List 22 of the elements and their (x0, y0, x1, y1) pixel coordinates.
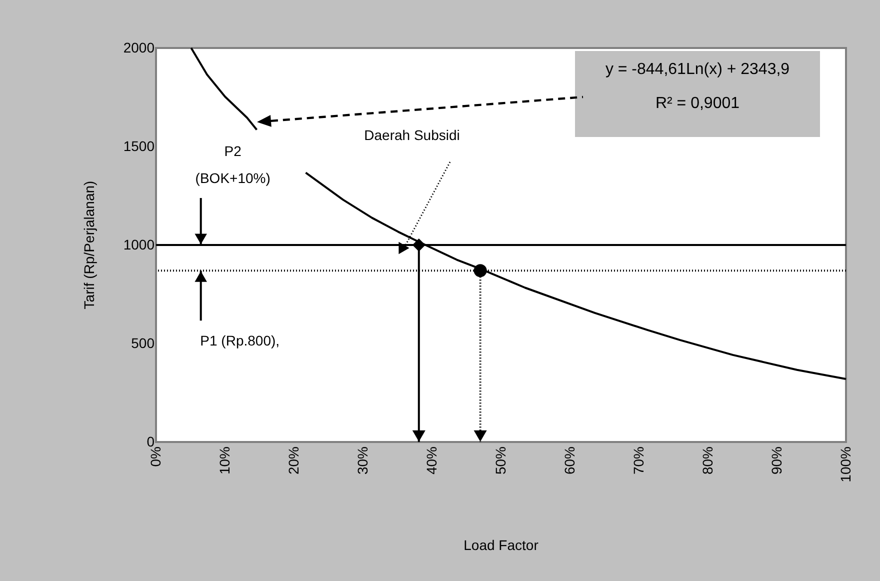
x-tick-label: 100% (838, 446, 854, 482)
annotation: P2 (BOK+10%) (195, 143, 270, 186)
x-axis-title: Load Factor (464, 537, 539, 553)
y-tick-label: 0 (146, 434, 155, 450)
y-tick-label: 2000 (123, 40, 155, 56)
x-tick-label: 80% (700, 446, 716, 475)
x-tick-label: 90% (768, 446, 784, 475)
x-tick-label: 0% (148, 446, 164, 467)
annotation: Daerah Subsidi (364, 127, 460, 143)
annotation: P1 (Rp.800), (200, 332, 280, 349)
y-tick-label: 500 (131, 335, 155, 351)
x-tick-label: 30% (354, 446, 370, 475)
x-tick-label: 40% (424, 446, 440, 475)
x-tick-label: 20% (286, 446, 302, 475)
x-tick-label: 50% (492, 446, 508, 475)
x-tick-label: 10% (216, 446, 232, 475)
annotation: y = -844,61Ln(x) + 2343,9 R² = 0,9001 (605, 61, 790, 112)
y-tick-label: 1500 (123, 138, 155, 154)
y-axis-title: Tarif (Rp/Perjalanan) (81, 180, 97, 310)
x-tick-label: 70% (630, 446, 646, 475)
x-tick-label: 60% (562, 446, 578, 475)
y-tick-label: 1000 (123, 236, 155, 252)
